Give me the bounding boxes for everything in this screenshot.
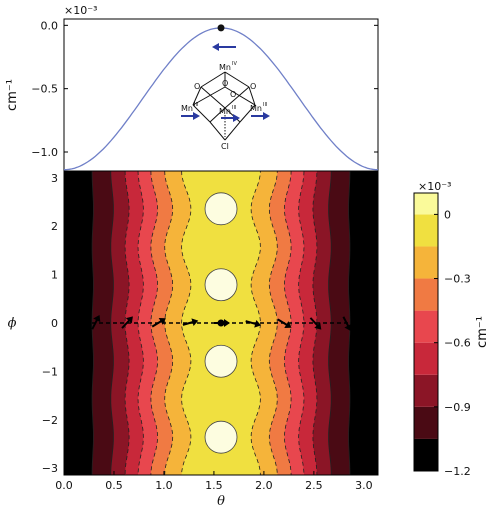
heatmap-x-tick-label: 2.5 xyxy=(305,479,323,492)
colorbar-tick-label: 0 xyxy=(444,208,451,221)
heatmap-y-tick-label: 0 xyxy=(51,317,58,330)
heatmap-x-tick-label: 3.0 xyxy=(355,479,373,492)
heatmap-y-ticks: 3 2 1 0 −1 −2 −3 xyxy=(42,172,68,475)
atom-o-center: O xyxy=(222,79,228,88)
colorbar-ticks: 0 −0.3 −0.6 −0.9 −1.2 xyxy=(434,208,471,478)
heatmap-y-tick-label: −3 xyxy=(42,462,58,475)
heatmap-x-tick-label: 0.0 xyxy=(55,479,73,492)
top-y-tick-label: −1.0 xyxy=(31,146,58,159)
colorbar-tick-label: −0.3 xyxy=(444,273,471,286)
colorbar-tick-label: −0.9 xyxy=(444,401,471,414)
atom-mn-top: Mn xyxy=(219,63,231,72)
atom-mn-left: Mn xyxy=(181,104,193,113)
atom-o-back: O xyxy=(230,90,236,99)
colorbar-band xyxy=(414,278,438,311)
heatmap-x-tick-label: 0.5 xyxy=(105,479,123,492)
atom-mn-right-charge: III xyxy=(263,102,267,108)
spin-arrow-right-icon xyxy=(263,112,270,120)
atom-mn-top-charge: IV xyxy=(232,61,237,67)
energy-well xyxy=(204,420,238,454)
molecule-inset: Mn IV O O O O Mn III Mn III Mn III Cl xyxy=(181,43,270,151)
heatmap-xlabel: θ xyxy=(217,494,225,509)
colorbar-band xyxy=(414,214,438,247)
colorbar-label: cm⁻¹ xyxy=(475,316,490,348)
colorbar-exponent-label: ×10⁻³ xyxy=(418,180,451,193)
atom-o-left: O xyxy=(194,82,200,91)
colorbar-band xyxy=(414,193,438,215)
heatmap-x-tick-label: 1.0 xyxy=(155,479,173,492)
spin-direction-icon xyxy=(151,318,166,328)
path-center-marker xyxy=(217,319,225,327)
atom-mn-left-charge: III xyxy=(194,102,198,108)
atom-mn-right: Mn xyxy=(250,104,262,113)
top-exponent-label: ×10⁻³ xyxy=(64,4,97,17)
atom-o-right: O xyxy=(250,82,256,91)
heatmap-x-ticks: 0.0 0.5 1.0 1.5 2.0 2.5 3.0 xyxy=(55,471,373,492)
colorbar-band xyxy=(414,374,438,407)
spin-direction-icon xyxy=(309,317,322,330)
top-y-ticks: 0.0 −0.5 −1.0 xyxy=(31,19,378,159)
colorbar-band xyxy=(414,310,438,343)
spin-direction-icon xyxy=(342,316,352,332)
top-ylabel: cm⁻¹ xyxy=(5,79,20,111)
spin-direction-icon xyxy=(91,314,101,330)
atom-mn-center-charge: III xyxy=(232,105,236,111)
spin-direction-icon xyxy=(121,316,133,329)
heatmap-y-tick-label: 2 xyxy=(51,220,58,233)
heatmap-y-tick-label: 1 xyxy=(51,269,58,282)
top-y-tick-label: 0.0 xyxy=(41,19,59,32)
spin-direction-icon xyxy=(245,319,262,328)
top-maximum-marker xyxy=(217,24,225,32)
heatmap-y-tick-label: −1 xyxy=(42,365,58,378)
spin-direction-icon xyxy=(277,318,292,328)
heatmap-x-tick-label: 2.0 xyxy=(255,479,273,492)
energy-well xyxy=(204,344,238,378)
colorbar-band xyxy=(414,342,438,375)
colorbar-band xyxy=(414,438,438,471)
atom-cl: Cl xyxy=(221,142,229,151)
colorbar-band xyxy=(414,406,438,439)
spin-arrow-center-icon xyxy=(233,114,240,122)
spin-direction-icon xyxy=(182,318,199,327)
atom-mn-center: Mn xyxy=(219,107,231,116)
heatmap-ylabel: ϕ xyxy=(8,316,17,331)
colorbar-frame xyxy=(413,192,439,472)
top-panel: ×10⁻³ cm⁻¹ 0.0 −0.5 −1.0 xyxy=(5,4,379,172)
spin-direction-icon xyxy=(64,314,69,331)
top-plot-area xyxy=(63,18,379,172)
colorbar: ×10⁻³ 0 −0.3 −0.6 −0.9 −1.2 cm⁻¹ xyxy=(413,180,490,478)
colorbar-band xyxy=(414,246,438,279)
heatmap-x-tick-label: 1.5 xyxy=(205,479,223,492)
energy-well xyxy=(204,268,238,302)
energy-well xyxy=(204,192,238,226)
spin-arrow-top-icon xyxy=(212,43,219,51)
heatmap-y-tick-label: −2 xyxy=(42,414,58,427)
top-y-tick-label: −0.5 xyxy=(31,83,58,96)
energy-wells xyxy=(204,192,238,454)
colorbar-tick-label: −0.6 xyxy=(444,337,471,350)
spin-arrow-left-icon xyxy=(193,112,200,120)
heatmap-y-tick-label: 3 xyxy=(51,172,58,185)
colorbar-bands xyxy=(414,193,438,471)
heatmap-panel: 0.0 0.5 1.0 1.5 2.0 2.5 3.0 3 2 1 0 −1 −2 −3 θ ϕ xyxy=(8,170,379,509)
colorbar-tick-label: −1.2 xyxy=(444,465,471,478)
